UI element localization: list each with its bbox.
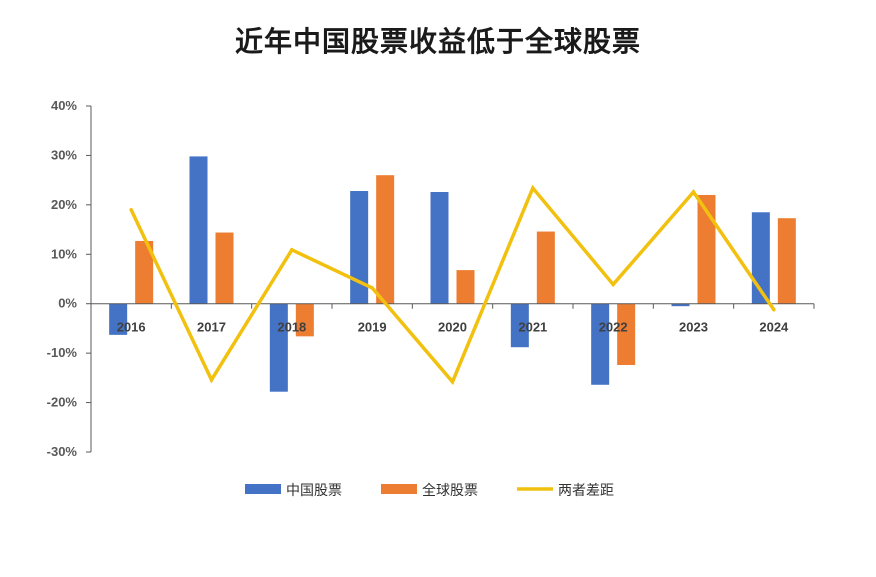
legend-label-2: 两者差距 [558, 483, 614, 499]
gap-point-2022 [611, 282, 615, 287]
legend-label-0: 中国股票 [286, 483, 342, 499]
gap-point-2023 [691, 190, 696, 194]
china-bar-2018 [269, 303, 288, 392]
y-tick-label: 40% [51, 98, 77, 113]
china-bar-2023 [671, 303, 690, 307]
global-bar-2023 [697, 194, 716, 304]
legend-swatch-1 [381, 484, 417, 494]
legend: 中国股票 全球股票 两者差距 [245, 482, 614, 499]
y-tick-label: -10% [47, 345, 78, 360]
global-bar-2022 [617, 303, 636, 366]
y-tick-label: -30% [47, 444, 78, 459]
y-tick-label: 10% [51, 246, 77, 261]
gap-point-2024 [772, 307, 776, 312]
x-axis: 2016 2017 2018 2019 2020 2021 2022 2023 2024 [90, 303, 815, 335]
x-tick-label: 2021 [518, 320, 547, 335]
china-bar-2019 [350, 191, 369, 304]
y-tick-label: 20% [51, 197, 77, 212]
legend-label-1: 全球股票 [422, 482, 478, 499]
global-bar-2018 [295, 303, 314, 337]
china-bar-2016 [109, 303, 128, 335]
x-tick-label: 2023 [679, 320, 708, 335]
global-bar-2017 [215, 232, 234, 304]
gap-point-2018 [290, 248, 294, 252]
y-axis: 40% 30% 20% 10% 0% -10% -20% -30% [47, 98, 92, 459]
china-bar-2021 [510, 303, 529, 348]
china-bar-2022 [591, 303, 610, 385]
x-tick-label: 2024 [759, 320, 789, 335]
x-tick-label: 2018 [277, 320, 306, 335]
y-tick-label: 30% [51, 147, 77, 162]
line-layer [129, 184, 776, 386]
x-tick-label: 2016 [117, 320, 146, 335]
y-tick-label: -20% [47, 395, 78, 410]
y-tick-label: 0% [58, 296, 77, 311]
global-bar-2016 [135, 240, 154, 304]
china-bar-2024 [751, 212, 770, 304]
global-bar-2024 [777, 218, 796, 304]
chart-title: 近年中国股票收益低于全球股票 [234, 25, 641, 58]
x-tick-label: 2020 [438, 320, 467, 335]
global-bar-2019 [376, 175, 395, 304]
x-tick-label: 2022 [599, 320, 628, 335]
global-bar-2020 [456, 270, 475, 304]
bars-group [109, 156, 796, 392]
china-bar-2017 [189, 156, 208, 304]
gap-point-2020 [450, 380, 455, 384]
x-tick-label: 2017 [197, 320, 226, 335]
gap-point-2021 [531, 186, 535, 190]
legend-swatch-0 [245, 484, 281, 494]
gap-point-2017 [209, 378, 214, 382]
global-bar-2021 [536, 231, 555, 304]
gap-point-2019 [370, 286, 374, 290]
x-tick-label: 2019 [358, 320, 387, 335]
china-bar-2020 [430, 192, 449, 304]
gap-point-2016 [129, 208, 133, 212]
